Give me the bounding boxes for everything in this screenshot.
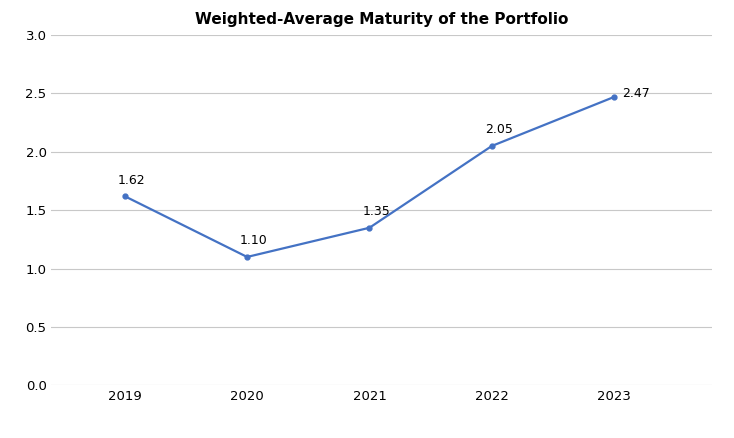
Title: Weighted-Average Maturity of the Portfolio: Weighted-Average Maturity of the Portfol… [195,12,568,27]
Text: 1.62: 1.62 [118,173,145,187]
Text: 1.35: 1.35 [363,205,390,218]
Text: 2.05: 2.05 [485,123,513,136]
Text: 2.47: 2.47 [622,87,650,100]
Text: 1.10: 1.10 [240,234,268,247]
